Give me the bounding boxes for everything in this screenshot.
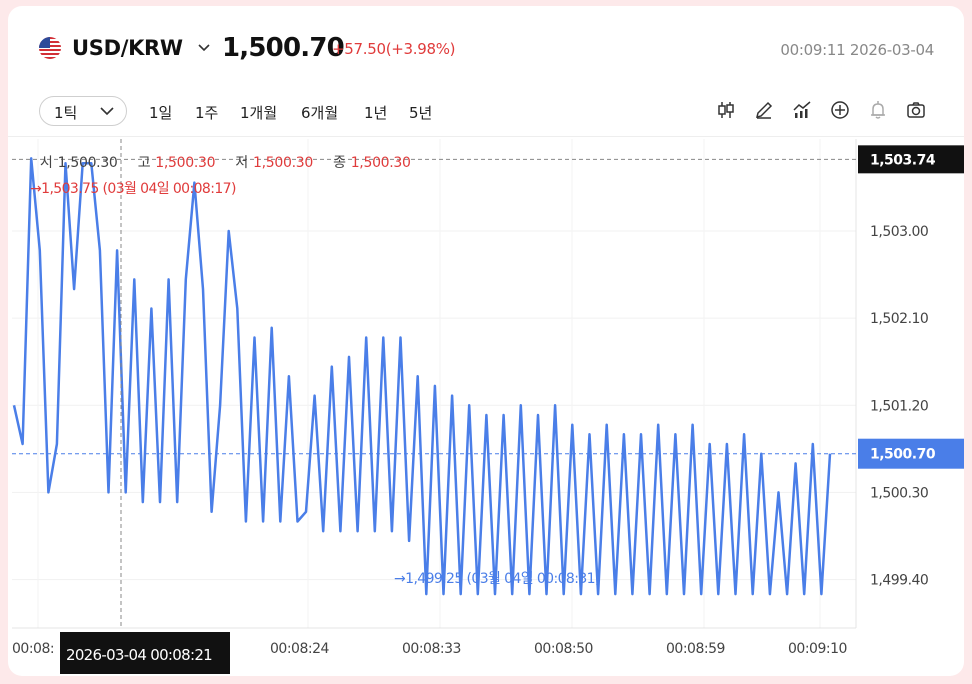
- crosshair-icon[interactable]: [829, 99, 851, 121]
- x-tick-label: 00:08:50: [534, 641, 593, 657]
- camera-icon[interactable]: [905, 99, 927, 121]
- max-marker-label: →1,503.75 (03월 04일 00:08:17): [30, 181, 236, 197]
- x-tick-label: 00:08:33: [402, 641, 461, 657]
- chevron-down-icon[interactable]: [196, 40, 212, 56]
- interval-select[interactable]: 1틱: [39, 96, 127, 126]
- current-price: 1,500.70: [222, 33, 345, 63]
- indicator-icon[interactable]: [791, 99, 813, 121]
- y-tick-label: 1,501.20: [870, 398, 928, 414]
- price-chart[interactable]: 1,503.00 1,502.10 1,501.20 1,500.30 1,499.40…: [8, 6, 964, 676]
- us-flag-icon: [39, 37, 61, 59]
- x-tick-label: 00:08:59: [666, 641, 725, 657]
- quote-datetime: 00:09:11 2026-03-04: [780, 41, 934, 59]
- range-1m[interactable]: 1개월: [240, 104, 278, 122]
- price-line: [12, 157, 832, 596]
- open-value: 1,500.30: [57, 155, 118, 171]
- range-1d[interactable]: 1일: [149, 104, 173, 122]
- low-value: 1,500.30: [253, 155, 313, 171]
- price-change: +57.50(+3.98%): [332, 40, 456, 58]
- last-price-label: 1,500.70: [870, 447, 936, 463]
- crosshair-time-badge: [60, 632, 230, 674]
- min-marker-label: →1,499.25 (03월 04일 00:08:31): [394, 571, 600, 587]
- toolbar-divider: [8, 136, 964, 137]
- y-tick-label: 1,502.10: [870, 311, 928, 327]
- chevron-down-icon: [100, 107, 114, 116]
- y-tick-label: 1,503.00: [870, 224, 928, 240]
- candle-icon[interactable]: [715, 99, 737, 121]
- open-label: 시: [40, 155, 53, 171]
- range-1y[interactable]: 1년: [364, 104, 388, 122]
- ohlc-legend: 시 1,500.30 고 1,500.30 저 1,500.30 종 1,500.30: [40, 152, 427, 172]
- interval-value: 1틱: [54, 104, 78, 122]
- x-tick-label: 00:09:10: [788, 641, 847, 657]
- chart-toolbar: 1틱 1일 1주 1개월 6개월 1년 5년: [8, 92, 964, 136]
- last-price-badge: [858, 438, 964, 469]
- range-1w[interactable]: 1주: [195, 104, 219, 122]
- close-value: 1,500.30: [350, 155, 411, 171]
- crosshair-time-label: 2026-03-04 00:08:21: [66, 646, 212, 664]
- range-5y[interactable]: 5년: [409, 104, 433, 122]
- low-label: 저: [235, 155, 248, 171]
- crosshair-price-label: 1,503.74: [870, 152, 936, 168]
- x-tick-label: 00:08:24: [270, 641, 329, 657]
- range-6m[interactable]: 6개월: [301, 104, 339, 122]
- alert-icon[interactable]: [867, 99, 889, 121]
- close-label: 종: [333, 155, 346, 171]
- chart-card: USD/KRW 1,500.70 +57.50(+3.98%) 00:09:11…: [8, 6, 964, 676]
- high-label: 고: [137, 155, 151, 171]
- high-value: 1,500.30: [155, 155, 216, 171]
- y-tick-label: 1,499.40: [870, 573, 928, 589]
- x-tick-label: 00:08:: [12, 641, 54, 657]
- y-tick-label: 1,500.30: [870, 485, 928, 501]
- crosshair-price-badge: [858, 145, 964, 174]
- currency-pair[interactable]: USD/KRW: [72, 36, 183, 60]
- pen-icon[interactable]: [753, 99, 775, 121]
- quote-header: USD/KRW 1,500.70 +57.50(+3.98%) 00:09:11…: [8, 6, 964, 90]
